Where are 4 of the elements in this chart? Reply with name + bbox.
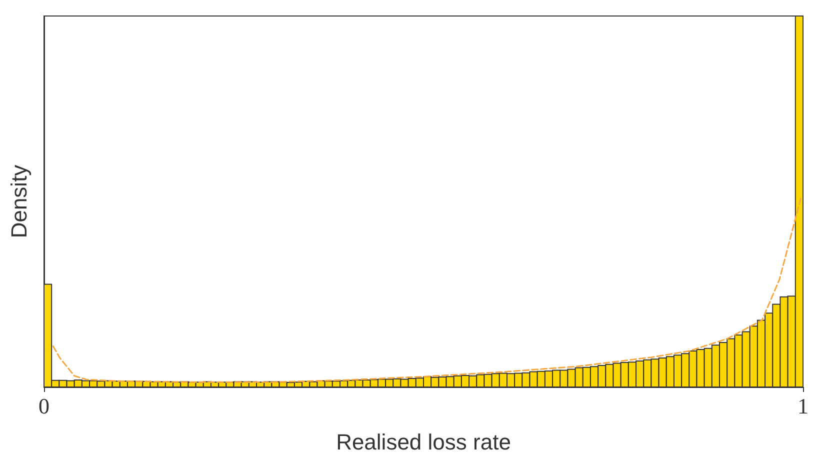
- x-tick-label: 1: [798, 394, 808, 418]
- x-tick-label: 0: [38, 394, 50, 418]
- y-axis-title: Density: [6, 164, 32, 238]
- x-axis-title: Realised loss rate: [336, 430, 511, 454]
